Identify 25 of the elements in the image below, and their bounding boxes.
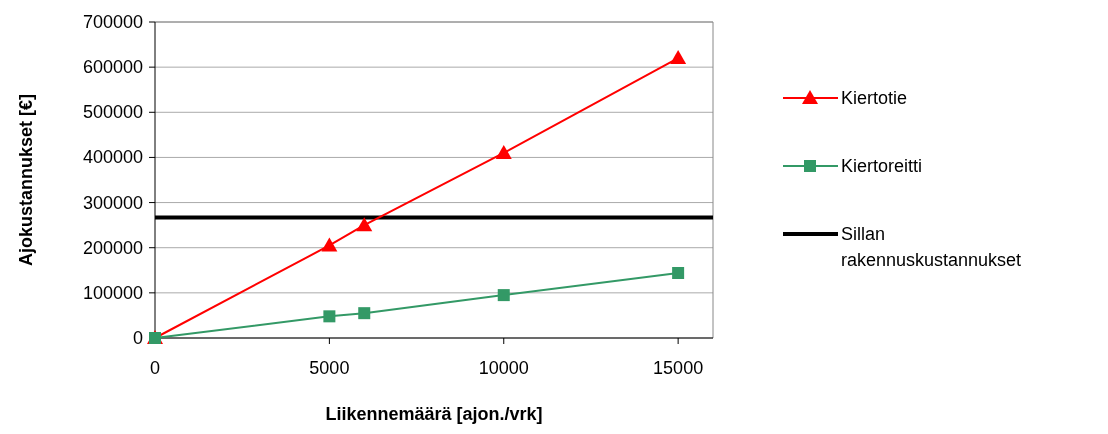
x-axis-title: Liikennemäärä [ajon./vrk] bbox=[325, 404, 543, 424]
y-tick-label: 500000 bbox=[82, 102, 143, 123]
legend-label: Kiertoreitti bbox=[841, 156, 923, 176]
point bbox=[670, 50, 687, 65]
legend-label: Sillan rakennuskustannukset bbox=[841, 224, 1022, 270]
y-tick-label: 100000 bbox=[82, 282, 143, 303]
y-tick-label: 200000 bbox=[82, 237, 143, 258]
point bbox=[672, 266, 685, 279]
y-axis-title: Ajokustannukset [€] bbox=[16, 93, 36, 267]
x-tick-label: 5000 bbox=[309, 358, 350, 378]
y-tick-label: 0 bbox=[132, 328, 143, 348]
y-tick-label: 400000 bbox=[82, 147, 143, 168]
y-tick-label: 700000 bbox=[82, 12, 143, 32]
x-tick-label: 15000 bbox=[653, 358, 704, 378]
point bbox=[321, 237, 338, 252]
y-tick-label: 600000 bbox=[82, 57, 143, 78]
point bbox=[323, 310, 336, 323]
point bbox=[495, 144, 512, 159]
x-tick-label: 0 bbox=[149, 358, 161, 378]
x-tick-label: 10000 bbox=[478, 358, 529, 378]
point bbox=[497, 289, 510, 302]
point bbox=[358, 307, 371, 320]
legend-label: Kiertotie bbox=[841, 88, 908, 108]
point bbox=[356, 217, 373, 232]
y-tick-label: 300000 bbox=[82, 192, 143, 213]
